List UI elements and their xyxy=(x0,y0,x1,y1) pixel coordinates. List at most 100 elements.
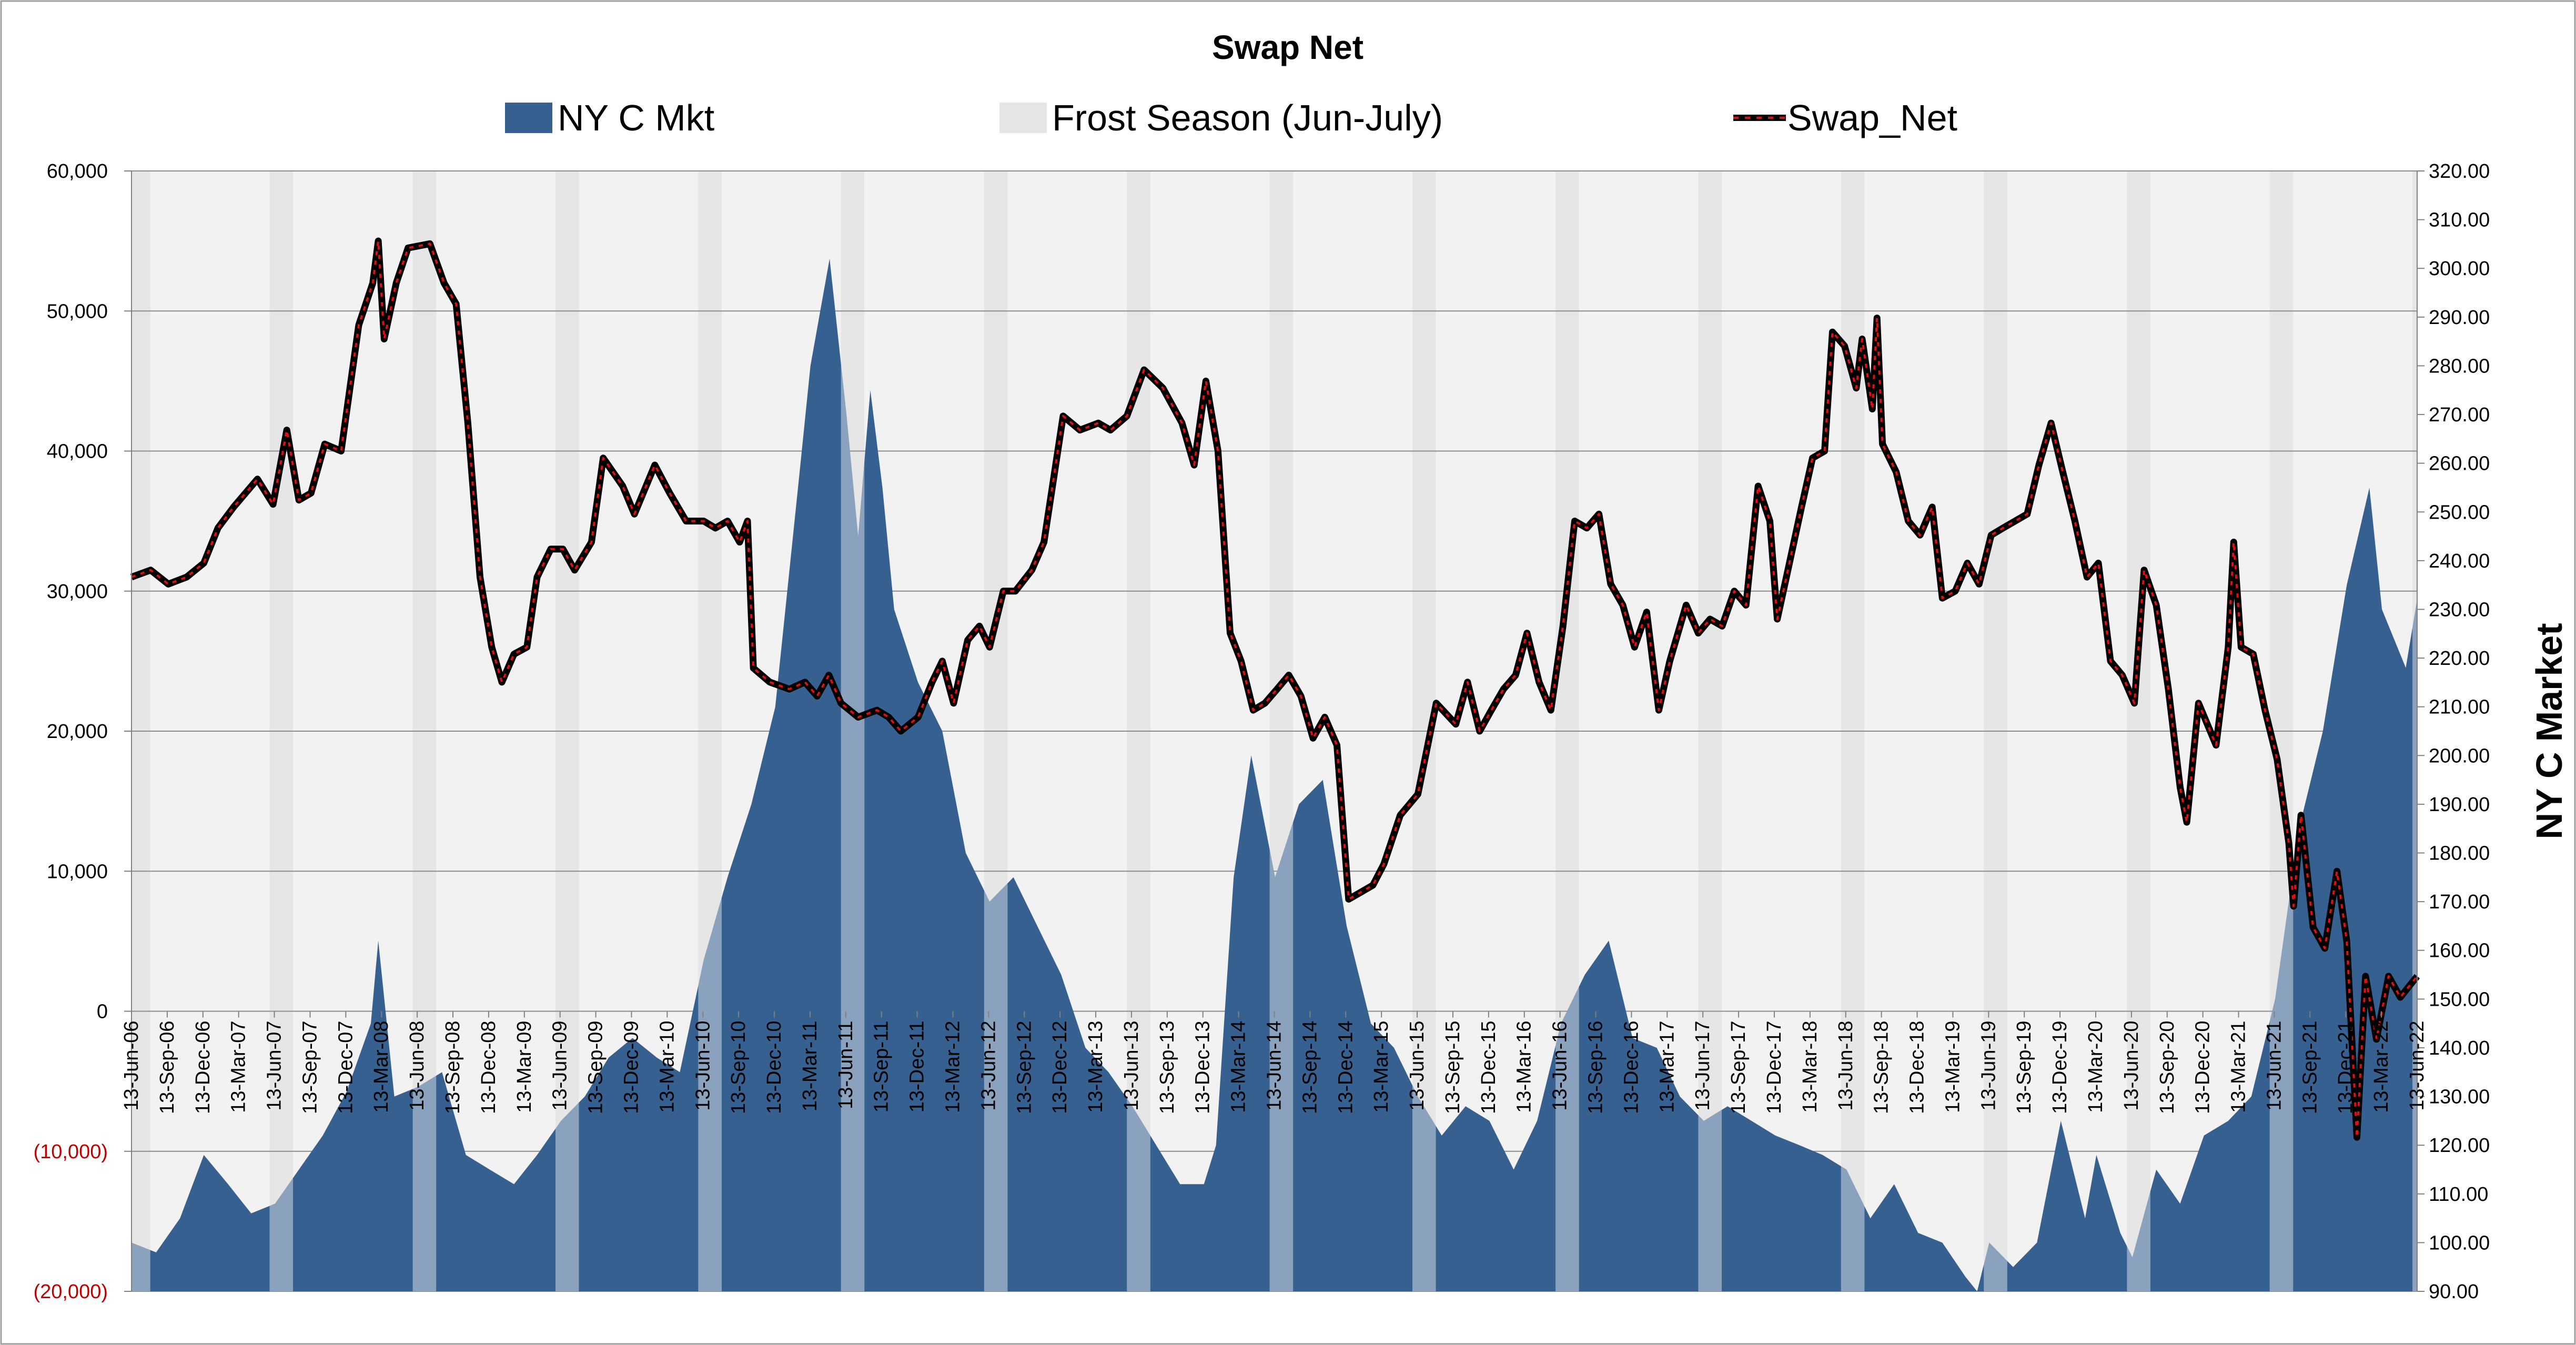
x-tick-label: 13-Jun-21 xyxy=(2263,1021,2285,1111)
ny-c-mkt-area-frost-2008 xyxy=(412,1076,437,1291)
y-left-tick-label: 30,000 xyxy=(47,581,108,603)
ny-c-mkt-area-frost-2017 xyxy=(1698,1109,1722,1291)
x-tick-label: 13-Mar-18 xyxy=(1799,1021,1821,1113)
y-left-tick-label: 10,000 xyxy=(47,861,108,883)
x-tick-label: 13-Jun-18 xyxy=(1835,1021,1857,1111)
x-tick-label: 13-Dec-13 xyxy=(1192,1021,1214,1114)
x-tick-label: 13-Jun-15 xyxy=(1406,1021,1428,1111)
legend-label-swap-net: Swap_Net xyxy=(1787,97,1957,138)
x-tick-label: 13-Sep-10 xyxy=(728,1021,750,1114)
y-right-tick-label: 170.00 xyxy=(2429,891,2490,913)
ny-c-mkt-area-frost-2019 xyxy=(1984,1242,2007,1291)
ny-c-mkt-area-frost-2012 xyxy=(984,883,1008,1291)
x-tick-label: 13-Mar-14 xyxy=(1228,1021,1250,1113)
x-tick-label: 13-Dec-18 xyxy=(1906,1021,1928,1114)
x-tick-label: 13-Mar-19 xyxy=(1942,1021,1964,1113)
y-right-tick-label: 210.00 xyxy=(2429,696,2490,719)
ny-c-mkt-area-frost-2010 xyxy=(698,897,722,1291)
y-right-tick-label: 270.00 xyxy=(2429,404,2490,426)
x-tick-label: 13-Mar-17 xyxy=(1656,1021,1678,1113)
y-right-tick-label: 200.00 xyxy=(2429,745,2490,767)
x-tick-label: 13-Mar-08 xyxy=(370,1021,392,1113)
x-tick-label: 13-Jun-09 xyxy=(549,1021,571,1111)
y-left-tick-label: (20,000) xyxy=(33,1281,108,1303)
x-tick-label: 13-Sep-21 xyxy=(2299,1021,2321,1114)
right-axis-title: NY C Market xyxy=(2529,623,2570,839)
x-tick-label: 13-Dec-21 xyxy=(2335,1021,2357,1114)
y-right-tick-label: 110.00 xyxy=(2429,1184,2488,1206)
x-tick-label: 13-Mar-15 xyxy=(1370,1021,1392,1113)
y-right-tick-label: 100.00 xyxy=(2429,1232,2490,1254)
ny-c-mkt-area-frost-2007 xyxy=(269,1178,294,1291)
x-tick-label: 13-Jun-08 xyxy=(406,1021,428,1111)
x-tick-label: 13-Mar-11 xyxy=(799,1021,821,1111)
chart-title: Swap Net xyxy=(1212,28,1363,66)
x-tick-label: 13-Sep-17 xyxy=(1728,1021,1750,1114)
x-tick-label: 13-Jun-13 xyxy=(1120,1021,1143,1111)
ny-c-mkt-area-frost-2011 xyxy=(841,363,865,1291)
x-tick-label: 13-Mar-20 xyxy=(2085,1021,2107,1113)
ny-c-mkt-area-frost-2014 xyxy=(1269,822,1294,1291)
x-tick-label: 13-Dec-16 xyxy=(1620,1021,1642,1114)
swap-net-line-layer xyxy=(130,237,2420,1141)
legend-label-ny-c-mkt: NY C Mkt xyxy=(558,97,714,138)
x-tick-label: 13-Dec-11 xyxy=(906,1021,928,1113)
ny-c-mkt-area-frost-2009 xyxy=(555,1102,579,1291)
x-tick-label: 13-Sep-14 xyxy=(1299,1021,1321,1114)
x-tick-label: 13-Jun-19 xyxy=(1977,1021,1999,1111)
x-tick-label: 13-Sep-15 xyxy=(1442,1021,1464,1114)
x-tick-label: 13-Jun-10 xyxy=(692,1021,714,1111)
y-right-tick-label: 230.00 xyxy=(2429,599,2490,621)
x-tick-label: 13-Dec-10 xyxy=(763,1021,785,1114)
ny-c-mkt-area-frost-2016 xyxy=(1555,986,1579,1291)
ny-c-mkt-area-frost-2022 xyxy=(2412,600,2417,1291)
x-tick-label: 13-Dec-07 xyxy=(335,1021,357,1114)
swap-net-line-markers xyxy=(131,240,2418,1139)
y-right-tick-label: 280.00 xyxy=(2429,355,2490,377)
x-tick-label: 13-Jun-14 xyxy=(1264,1021,1286,1111)
y-right-tick-label: 290.00 xyxy=(2429,307,2490,329)
ny-c-mkt-area-layer xyxy=(132,258,2417,1292)
x-tick-label: 13-Jun-20 xyxy=(2120,1021,2143,1111)
legend-swatch-ny-c-mkt xyxy=(505,103,552,133)
ny-c-mkt-area-frost-2020 xyxy=(2127,1191,2150,1291)
legend-label-frost-season: Frost Season (Jun-July) xyxy=(1052,97,1443,138)
x-tick-label: 13-Mar-09 xyxy=(513,1021,536,1113)
x-tick-label: 13-Mar-12 xyxy=(942,1021,964,1113)
x-tick-label: 13-Sep-09 xyxy=(585,1021,607,1114)
x-tick-label: 13-Mar-22 xyxy=(2370,1021,2392,1113)
x-tick-label: 13-Sep-13 xyxy=(1156,1021,1178,1114)
x-tick-label: 13-Dec-12 xyxy=(1049,1021,1071,1114)
ny-c-mkt-area-frost-2015 xyxy=(1412,1085,1436,1291)
x-tick-label: 13-Sep-08 xyxy=(442,1021,464,1114)
x-tick-label: 13-Dec-14 xyxy=(1335,1021,1357,1114)
x-tick-label: 13-Mar-10 xyxy=(656,1021,678,1113)
y-right-tick-label: 240.00 xyxy=(2429,550,2490,572)
x-tick-label: 13-Dec-17 xyxy=(1763,1021,1785,1114)
x-tick-label: 13-Jun-17 xyxy=(1692,1021,1714,1111)
ny-c-mkt-area-frost-2013 xyxy=(1127,1098,1150,1291)
legend-swatch-frost-season xyxy=(999,103,1047,133)
x-tick-label: 13-Mar-07 xyxy=(228,1021,250,1113)
ny-c-mkt-area-frost-2006 xyxy=(132,1242,150,1291)
y-right-tick-label: 260.00 xyxy=(2429,453,2490,475)
y-left-tick-label: 20,000 xyxy=(47,721,108,743)
x-tick-label: 13-Mar-21 xyxy=(2228,1021,2250,1113)
ny-c-mkt-area xyxy=(132,258,2417,1292)
x-tick-label: 13-Jun-16 xyxy=(1549,1021,1571,1111)
x-tick-label: 13-Sep-07 xyxy=(299,1021,321,1114)
y-right-tick-label: 310.00 xyxy=(2429,209,2490,231)
y-left-tick-label: 0 xyxy=(97,1001,108,1023)
x-tick-label: 13-Dec-19 xyxy=(2049,1021,2071,1114)
y-right-tick-label: 300.00 xyxy=(2429,258,2490,280)
y-right-tick-label: 160.00 xyxy=(2429,940,2490,962)
x-tick-label: 13-Jun-07 xyxy=(264,1021,286,1111)
x-tick-label: 13-Mar-16 xyxy=(1513,1021,1536,1113)
x-tick-label: 13-Sep-06 xyxy=(156,1021,178,1114)
y-right-tick-label: 140.00 xyxy=(2429,1037,2490,1059)
y-left-tick-label: 40,000 xyxy=(47,441,108,463)
x-tick-label: 13-Sep-12 xyxy=(1013,1021,1035,1114)
x-tick-label: 13-Dec-06 xyxy=(192,1021,214,1114)
